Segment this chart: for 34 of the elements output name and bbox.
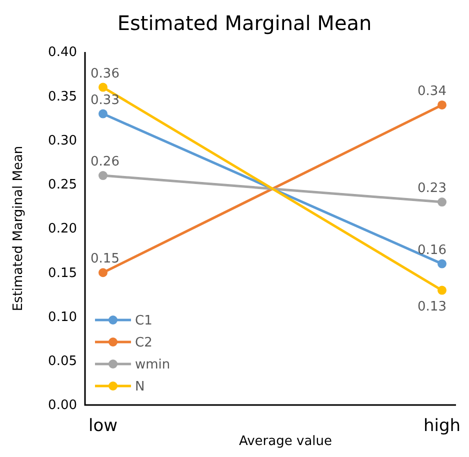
point: [98, 171, 108, 180]
data-label: 0.15: [90, 252, 120, 267]
data-label: 0.33: [90, 92, 120, 108]
point: [98, 268, 108, 278]
text: 0.15: [48, 266, 77, 281]
point: [98, 82, 108, 92]
text: 0.30: [48, 133, 77, 148]
legend-label: C2: [135, 336, 152, 351]
text: 0.35: [48, 89, 77, 104]
data-label: 0.34: [418, 84, 446, 99]
x-tick-label: low: [88, 416, 118, 436]
x-axis-title: Average value: [238, 434, 332, 449]
text: 0.20: [48, 222, 77, 237]
point: [438, 286, 446, 295]
text: 0.05: [48, 354, 77, 370]
data-label: 0.26: [90, 154, 120, 170]
point: [438, 198, 446, 207]
data-label: 0.16: [418, 242, 446, 258]
point: [98, 109, 108, 118]
x-tick-label: high: [423, 416, 461, 436]
data-label: 0.36: [90, 66, 120, 82]
legend-label: N: [135, 380, 145, 395]
data-label: 0.13: [418, 299, 446, 314]
y-axis-title: Estimated Marginal Mean: [11, 146, 26, 312]
legend-label: wmin: [135, 358, 170, 373]
legend-label: C1: [135, 314, 152, 329]
chart-title: Estimated Marginal Mean: [117, 11, 372, 35]
text: 0.25: [48, 178, 77, 193]
text: 0.10: [48, 310, 77, 325]
point: [438, 259, 446, 268]
text: 0.40: [48, 45, 77, 60]
point: [438, 100, 446, 110]
text: 0.00: [48, 398, 77, 414]
data-label: 0.23: [418, 181, 446, 196]
